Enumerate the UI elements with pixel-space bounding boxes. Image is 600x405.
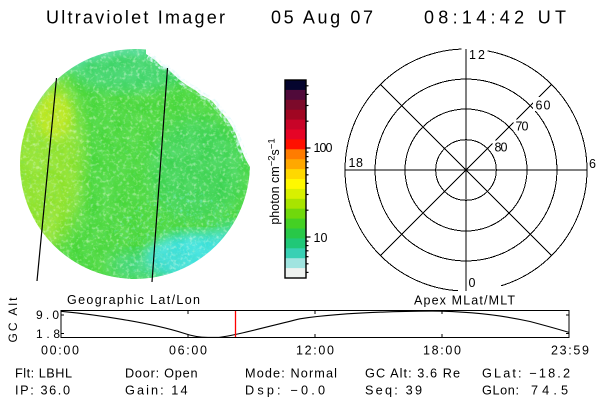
svg-text:Dsp: −0.0: Dsp: −0.0: [245, 384, 325, 398]
svg-text:80: 80: [495, 141, 508, 155]
svg-text:60: 60: [536, 99, 551, 113]
svg-text:9.0: 9.0: [36, 308, 59, 322]
svg-text:18: 18: [349, 156, 364, 170]
svg-text:Flt: LBHL: Flt: LBHL: [15, 367, 72, 381]
svg-text:100: 100: [314, 141, 333, 155]
svg-text:05 Aug 07: 05 Aug 07: [271, 8, 373, 28]
svg-text:23:59: 23:59: [551, 344, 589, 358]
svg-text:0: 0: [469, 276, 476, 290]
svg-text:06:00: 06:00: [169, 344, 207, 358]
svg-text:photon cm−2s−1: photon cm−2s−1: [267, 138, 283, 224]
svg-text:Geographic Lat/Lon: Geographic Lat/Lon: [67, 293, 200, 307]
svg-text:Mode: Normal: Mode: Normal: [245, 367, 337, 381]
svg-text:GC Alt: 3.6 Re: GC Alt: 3.6 Re: [365, 367, 460, 381]
svg-text:70: 70: [516, 120, 529, 134]
svg-text:GLat: −18.2: GLat: −18.2: [482, 367, 570, 381]
svg-text:Apex MLat/MLT: Apex MLat/MLT: [414, 294, 515, 308]
svg-text:GLon:: GLon:: [482, 384, 519, 398]
svg-text:Gain: 14: Gain: 14: [125, 384, 188, 398]
svg-text:18:00: 18:00: [423, 344, 461, 358]
svg-text:08:14:42 UT: 08:14:42 UT: [424, 8, 566, 28]
svg-text:Door: Open: Door: Open: [125, 367, 198, 381]
svg-text:GC Alt: GC Alt: [6, 297, 20, 343]
svg-text:12:00: 12:00: [296, 344, 334, 358]
svg-text:6: 6: [589, 157, 596, 171]
svg-text:00:00: 00:00: [41, 344, 79, 358]
svg-text:10: 10: [314, 231, 328, 245]
svg-text:1.8: 1.8: [36, 327, 60, 341]
svg-text:Seq: 39: Seq: 39: [365, 384, 422, 398]
